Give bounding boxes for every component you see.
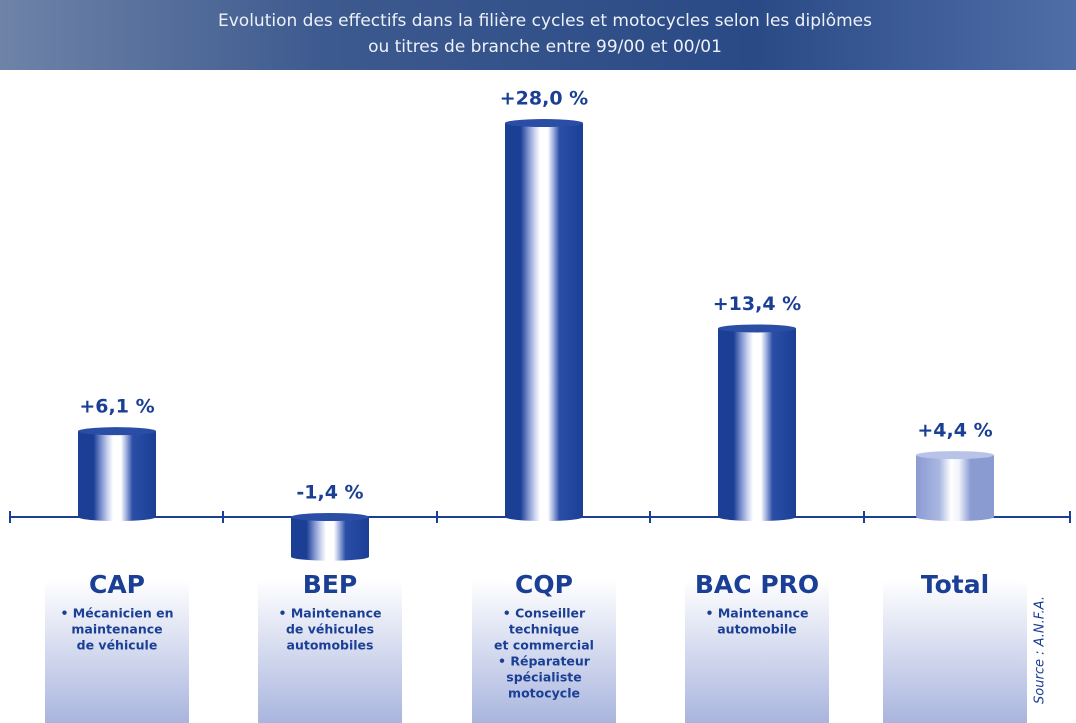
bar xyxy=(718,324,796,521)
category-label: CAP xyxy=(89,570,145,599)
value-label: +13,4 % xyxy=(713,293,801,315)
description: et commercial xyxy=(494,638,594,653)
bar-bottom xyxy=(78,513,156,521)
bar-body xyxy=(291,517,369,557)
description: automobile xyxy=(717,622,797,637)
bar-top xyxy=(718,324,796,332)
value-label: +4,4 % xyxy=(917,420,992,442)
description: de véhicule xyxy=(77,638,158,653)
bar-body xyxy=(718,328,796,517)
description: motocycle xyxy=(508,686,580,701)
bar-bottom xyxy=(291,553,369,561)
description: • Maintenance xyxy=(706,606,809,621)
description: automobiles xyxy=(287,638,374,653)
category-label: CQP xyxy=(515,570,573,599)
bar-top xyxy=(505,119,583,127)
bar-top xyxy=(916,451,994,459)
bar xyxy=(291,513,369,561)
value-label: -1,4 % xyxy=(296,482,363,504)
category-label: BEP xyxy=(303,570,357,599)
description: technique xyxy=(509,622,579,637)
bar-bottom xyxy=(916,513,994,521)
source: Source : A.N.F.A. xyxy=(1033,596,1048,704)
description: • Maintenance xyxy=(279,606,382,621)
value-label: +6,1 % xyxy=(79,396,154,418)
bar-top xyxy=(291,513,369,521)
category-label: Total xyxy=(921,570,989,599)
category-label: BAC PRO xyxy=(695,570,819,599)
bar xyxy=(505,119,583,521)
bar-top xyxy=(78,427,156,435)
bar-bottom xyxy=(505,513,583,521)
bar-bottom xyxy=(718,513,796,521)
value-label: +28,0 % xyxy=(500,88,588,110)
description: • Conseiller xyxy=(503,606,586,621)
description: spécialiste xyxy=(506,670,581,685)
bar-body xyxy=(505,123,583,517)
label-box xyxy=(883,580,1027,723)
bar xyxy=(78,427,156,521)
chart-title: Evolution des effectifs dans la filière … xyxy=(218,11,872,31)
chart: Evolution des effectifs dans la filière … xyxy=(0,0,1076,723)
bar-body xyxy=(916,455,994,517)
description: de véhicules xyxy=(286,622,374,637)
label-box xyxy=(685,580,829,723)
bar xyxy=(916,451,994,521)
chart-title: ou titres de branche entre 99/00 et 00/0… xyxy=(368,37,722,57)
description: • Mécanicien en xyxy=(60,606,173,621)
description: maintenance xyxy=(71,622,162,637)
bar-body xyxy=(78,431,156,517)
description: • Réparateur xyxy=(498,654,591,669)
